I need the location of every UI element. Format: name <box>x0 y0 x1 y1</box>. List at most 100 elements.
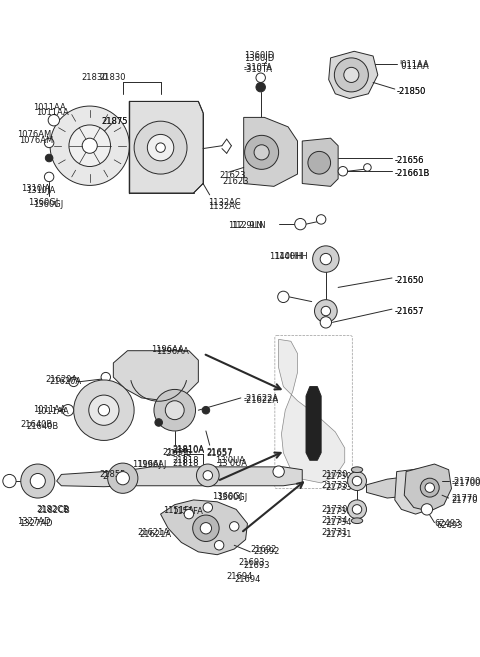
Text: -21657: -21657 <box>395 307 424 316</box>
Circle shape <box>229 522 239 531</box>
Text: 112.9LN: 112.9LN <box>231 221 266 231</box>
Circle shape <box>421 504 432 515</box>
Text: 21621A: 21621A <box>140 530 172 539</box>
Text: 21855: 21855 <box>99 470 126 479</box>
Text: 21730: 21730 <box>321 470 348 479</box>
Polygon shape <box>244 118 298 187</box>
Text: 21692: 21692 <box>253 547 279 556</box>
Text: 21810A: 21810A <box>172 446 204 455</box>
Text: -21622A: -21622A <box>244 396 279 405</box>
Circle shape <box>196 464 219 487</box>
Text: 21731: 21731 <box>326 530 352 539</box>
Circle shape <box>215 541 224 550</box>
Circle shape <box>116 472 130 485</box>
Text: 21875: 21875 <box>101 118 128 126</box>
Text: 1140HH: 1140HH <box>269 252 303 261</box>
Text: -21850: -21850 <box>396 87 426 96</box>
Text: 13'0UA: 13'0UA <box>217 459 247 468</box>
Text: 21655: 21655 <box>165 449 192 458</box>
Text: 21733: 21733 <box>326 483 352 492</box>
Circle shape <box>352 59 362 68</box>
Circle shape <box>420 478 439 497</box>
Circle shape <box>273 466 284 477</box>
Text: '011AA: '011AA <box>399 60 429 69</box>
Circle shape <box>82 138 97 153</box>
Circle shape <box>101 373 110 382</box>
Circle shape <box>352 505 362 514</box>
Text: 21734: 21734 <box>321 516 348 525</box>
Text: 1196AA: 1196AA <box>156 347 189 356</box>
Text: -21656: -21656 <box>395 156 424 165</box>
Circle shape <box>200 522 212 534</box>
Text: 21770: 21770 <box>452 494 478 503</box>
Text: 21693: 21693 <box>238 558 264 568</box>
Text: 1310JA: 1310JA <box>26 187 56 195</box>
Text: '011AA: '011AA <box>399 62 429 71</box>
Polygon shape <box>306 386 321 461</box>
Text: 1360GJ: 1360GJ <box>213 492 243 501</box>
Circle shape <box>348 500 366 519</box>
Circle shape <box>348 472 366 491</box>
Text: 21640B: 21640B <box>21 420 53 428</box>
Text: -21700: -21700 <box>452 479 480 488</box>
Text: 1011AA: 1011AA <box>36 407 69 417</box>
Text: -21650: -21650 <box>395 276 424 285</box>
Text: -21700: -21700 <box>452 477 480 486</box>
Circle shape <box>278 291 289 302</box>
Ellipse shape <box>351 467 363 472</box>
Text: 21830: 21830 <box>81 73 108 82</box>
Text: 21733: 21733 <box>321 481 348 490</box>
Circle shape <box>98 405 109 416</box>
Text: 1011AA: 1011AA <box>36 108 69 117</box>
Text: 21623: 21623 <box>219 171 246 180</box>
Text: 21730: 21730 <box>326 472 352 480</box>
Circle shape <box>352 476 362 486</box>
Text: 21830: 21830 <box>99 73 126 82</box>
Text: 112.9LN: 112.9LN <box>228 221 263 231</box>
Text: 1360GJ: 1360GJ <box>33 200 63 208</box>
Text: 21875: 21875 <box>101 118 128 126</box>
Text: -21657: -21657 <box>395 307 424 316</box>
Circle shape <box>69 125 110 166</box>
Text: 1011AA: 1011AA <box>33 103 66 112</box>
Text: 2182CB: 2182CB <box>36 505 69 514</box>
Text: 1360GJ: 1360GJ <box>28 198 59 207</box>
Circle shape <box>344 68 359 83</box>
Text: 1196AA: 1196AA <box>151 345 184 354</box>
Circle shape <box>295 219 306 230</box>
Circle shape <box>30 474 45 489</box>
Text: 1196AJ: 1196AJ <box>137 461 167 469</box>
Text: -310TA: -310TA <box>244 66 273 74</box>
Text: 62493: 62493 <box>436 521 463 530</box>
Circle shape <box>108 463 138 493</box>
Text: 21620A: 21620A <box>45 375 77 384</box>
Circle shape <box>203 470 213 480</box>
Polygon shape <box>366 474 425 498</box>
Circle shape <box>44 138 54 148</box>
Circle shape <box>155 419 162 426</box>
Text: 21623: 21623 <box>222 177 249 186</box>
Circle shape <box>44 172 54 181</box>
Circle shape <box>245 135 278 170</box>
Text: 1151FA: 1151FA <box>172 507 203 516</box>
Polygon shape <box>57 467 302 487</box>
Text: 21692: 21692 <box>250 545 276 555</box>
Polygon shape <box>395 467 444 514</box>
Text: -21661B: -21661B <box>395 170 430 178</box>
Circle shape <box>320 254 332 265</box>
Circle shape <box>312 246 339 272</box>
Polygon shape <box>278 340 345 483</box>
Circle shape <box>254 145 269 160</box>
Text: 1132AC: 1132AC <box>208 202 240 212</box>
Text: 1360JD: 1360JD <box>244 54 274 63</box>
Text: 21657: 21657 <box>206 449 232 458</box>
Circle shape <box>320 317 332 328</box>
Circle shape <box>62 405 73 416</box>
Circle shape <box>73 380 134 440</box>
Circle shape <box>181 353 192 364</box>
Text: -21850: -21850 <box>396 87 426 96</box>
Circle shape <box>192 515 219 541</box>
Circle shape <box>89 395 119 425</box>
Text: 1196AJ: 1196AJ <box>132 461 162 469</box>
Text: 1140HH: 1140HH <box>274 252 308 261</box>
